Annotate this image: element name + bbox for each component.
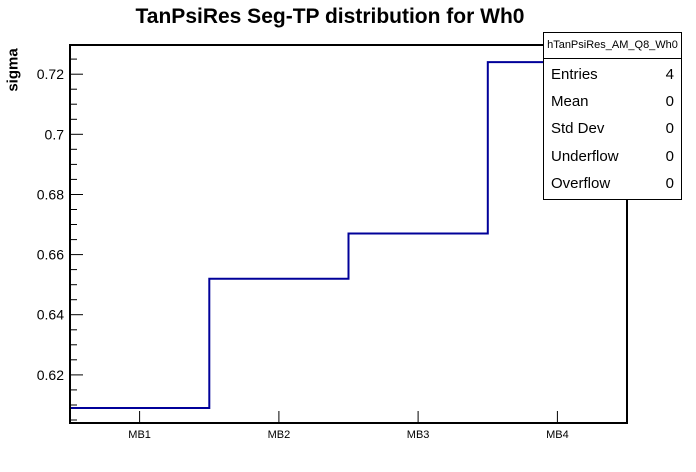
plot-frame (69, 44, 628, 424)
chart-title: TanPsiRes Seg-TP distribution for Wh0 (135, 5, 525, 28)
stats-row: Mean 0 (551, 94, 674, 109)
stats-box-title: hTanPsiRes_AM_Q8_Wh0 (544, 33, 681, 59)
stats-row-label: Entries (551, 66, 598, 84)
stats-row: Underflow 0 (551, 149, 674, 164)
x-tick-label: MB1 (128, 429, 151, 441)
y-tick-label: 0.66 (37, 247, 64, 263)
x-tick-label: MB3 (407, 429, 430, 441)
stats-row-value: 0 (665, 174, 674, 192)
stats-box: hTanPsiRes_AM_Q8_Wh0 Entries 4 Mean 0 Std De… (543, 32, 682, 200)
y-tick-label: 0.62 (37, 367, 64, 383)
stats-row: Std Dev 0 (551, 121, 674, 136)
stats-row: Overflow 0 (551, 176, 674, 191)
stats-row-label: Mean (551, 93, 589, 111)
stats-row-label: Std Dev (551, 120, 605, 138)
stats-row-label: Underflow (551, 147, 619, 165)
stats-row-label: Overflow (551, 174, 611, 192)
stats-row-value: 0 (665, 120, 674, 138)
stats-row-value: 0 (665, 147, 674, 165)
y-tick-label: 0.72 (37, 66, 64, 82)
stats-row-value: 0 (665, 93, 674, 111)
y-tick-label: 0.68 (37, 187, 64, 203)
y-tick-label: 0.7 (45, 126, 65, 142)
x-tick-label: MB4 (546, 429, 569, 441)
stats-row: Entries 4 (551, 67, 674, 82)
x-tick-label: MB2 (268, 429, 291, 441)
stats-row-value: 4 (665, 66, 674, 84)
stats-rows: Entries 4 Mean 0 Std Dev 0 Underflow 0 Overflow 0 (544, 59, 681, 199)
y-tick-label: 0.64 (37, 307, 64, 323)
